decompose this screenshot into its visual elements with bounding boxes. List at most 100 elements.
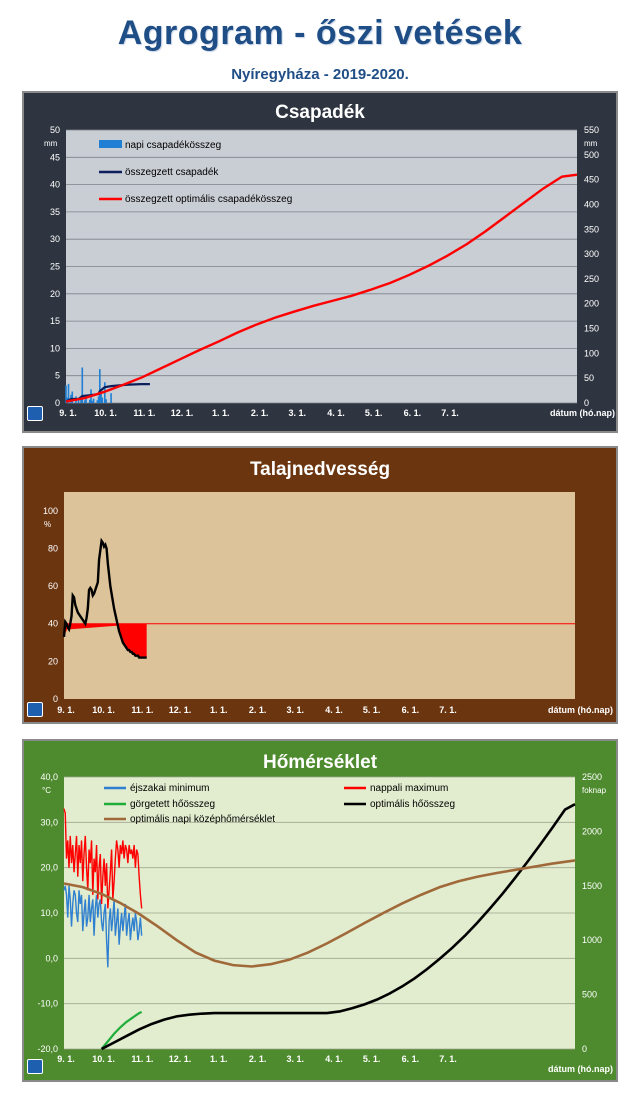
x-tick-label: 7. 1.: [439, 1054, 457, 1064]
x-tick-label: 4. 1.: [325, 1054, 343, 1064]
daily-precip-bar: [92, 398, 95, 403]
x-axis-label: dátum (hó.nap): [548, 1064, 613, 1074]
x-tick-label: 1. 1.: [210, 1054, 228, 1064]
x-tick-label: 12. 1.: [169, 1054, 192, 1064]
y-left-tick-label: 0,0: [45, 953, 58, 963]
legend-label: napi csapadékösszeg: [125, 140, 221, 151]
y-right-tick-label: 100: [584, 348, 599, 358]
y-left-tick-label: 50: [50, 125, 60, 135]
y-left-tick-label: 5: [55, 371, 60, 381]
daily-precip-bar: [83, 400, 86, 403]
daily-precip-bar: [105, 399, 107, 403]
y-left-tick-label: 45: [50, 152, 60, 162]
x-tick-label: 12. 1.: [169, 705, 192, 715]
temperature-title: Hőmérséklet: [262, 752, 378, 773]
y-tick-label: 40: [48, 619, 58, 629]
x-tick-label: 9. 1.: [57, 705, 75, 715]
legend-label: görgetett hőösszeg: [130, 799, 215, 810]
daily-precip-bar: [91, 400, 94, 403]
x-tick-label: 4. 1.: [325, 705, 343, 715]
x-tick-label: 11. 1.: [131, 1054, 153, 1064]
y-left-tick-label: 20,0: [40, 863, 58, 873]
optimal-mean-temp-line: [63, 859, 576, 968]
soil-moisture-title: Talajnedvesség: [249, 459, 391, 480]
y-tick-label: 0: [53, 694, 58, 704]
precipitation-title: Csapadék: [275, 102, 365, 123]
x-tick-label: 4. 1.: [327, 408, 345, 418]
legend-swatch: [99, 140, 122, 148]
y-left-tick-label: 30: [50, 234, 60, 244]
day-max-line: [63, 808, 143, 909]
daily-precip-bar: [100, 392, 102, 403]
soil-moisture-line: [62, 537, 147, 659]
y-right-tick-label: 500: [582, 990, 597, 1000]
x-tick-label: 2. 1.: [249, 705, 267, 715]
x-tick-label: 10. 1.: [92, 1054, 115, 1064]
y-right-tick-label: 0: [582, 1044, 587, 1054]
soil-moisture-chart: 0 20 40 60 80 100% 9. 1. 10. 1. 11. 1. 12. 1. 1. 1…: [43, 492, 613, 715]
y-right-tick-label: 500: [584, 150, 599, 160]
x-tick-label: 9. 1.: [59, 408, 77, 418]
x-axis-label: dátum (hó.nap): [548, 705, 613, 715]
x-tick-label: 11. 1.: [131, 705, 153, 715]
plot-area: [64, 492, 575, 699]
temperature-panel: Hőmérséklet -20,0 -10,0 0,0 10,0 20,0 30,0 40,…: [22, 739, 618, 1082]
daily-precip-bar: [96, 400, 99, 403]
y-left-unit: °C: [42, 786, 51, 795]
y-left-tick-label: 10: [50, 343, 60, 353]
omsz-logo-2: [27, 702, 43, 717]
x-tick-label: 11. 1.: [133, 408, 155, 418]
legend-label: nappali maximum: [370, 783, 448, 794]
page-title: Agrogram - őszi vetések: [117, 14, 523, 52]
y-left-tick-label: 20: [50, 289, 60, 299]
daily-precip-bar: [81, 367, 84, 403]
y-left-tick-label: 40,0: [40, 772, 58, 782]
x-tick-label: 7. 1.: [439, 705, 457, 715]
page-subtitle: Nyíregyháza - 2019-2020.: [231, 66, 409, 83]
legend-label: éjszakai minimum: [130, 783, 209, 794]
daily-precip-bar: [77, 400, 80, 403]
y-unit: %: [44, 520, 51, 529]
x-tick-label: 5. 1.: [363, 1054, 381, 1064]
y-left-tick-label: 35: [50, 207, 60, 217]
y-right-tick-label: 1000: [582, 935, 602, 945]
x-tick-label: 9. 1.: [57, 1054, 75, 1064]
x-tick-label: 3. 1.: [286, 1054, 304, 1064]
daily-precip-bar: [88, 399, 91, 403]
y-left-tick-label: -10,0: [37, 999, 58, 1009]
y-right-tick-label: 0: [584, 398, 589, 408]
x-tick-label: 7. 1.: [441, 408, 459, 418]
rolling-heat-sum-line: [100, 1010, 143, 1050]
x-tick-label: 5. 1.: [365, 408, 383, 418]
daily-precip-bar: [80, 398, 82, 403]
y-right-tick-label: 150: [584, 324, 599, 334]
legend-label: optimális napi középhőmérséklet: [130, 814, 275, 825]
y-left-tick-label: 40: [50, 180, 60, 190]
y-tick-label: 80: [48, 543, 58, 553]
daily-precip-bar: [71, 391, 74, 403]
y-left-tick-label: 10,0: [40, 908, 58, 918]
x-tick-label: 3. 1.: [288, 408, 306, 418]
y-right-tick-label: 450: [584, 175, 599, 185]
legend-label: optimális hőösszeg: [370, 799, 455, 810]
daily-precip-bar: [99, 369, 101, 403]
y-right-tick-label: 400: [584, 199, 599, 209]
y-right-tick-label: 1500: [582, 881, 602, 891]
y-right-unit: mm: [584, 139, 598, 148]
moisture-deficit-area: [64, 623, 147, 658]
x-tick-label: 2. 1.: [249, 1054, 267, 1064]
y-left-tick-label: 15: [50, 316, 60, 326]
y-left-tick-label: 25: [50, 262, 60, 272]
y-right-tick-label: 2000: [582, 826, 602, 836]
y-tick-label: 60: [48, 581, 58, 591]
x-tick-label: 5. 1.: [363, 705, 381, 715]
y-right-tick-label: 2500: [582, 772, 602, 782]
x-tick-label: 12. 1.: [171, 408, 194, 418]
x-tick-label: 2. 1.: [251, 408, 269, 418]
y-right-tick-label: 550: [584, 125, 599, 135]
omsz-logo-3: [27, 1059, 43, 1074]
daily-precip-bar: [85, 397, 87, 403]
y-left-tick-label: 30,0: [40, 817, 58, 827]
x-axis-label: dátum (hó.nap): [550, 408, 615, 418]
x-tick-label: 10. 1.: [92, 705, 115, 715]
